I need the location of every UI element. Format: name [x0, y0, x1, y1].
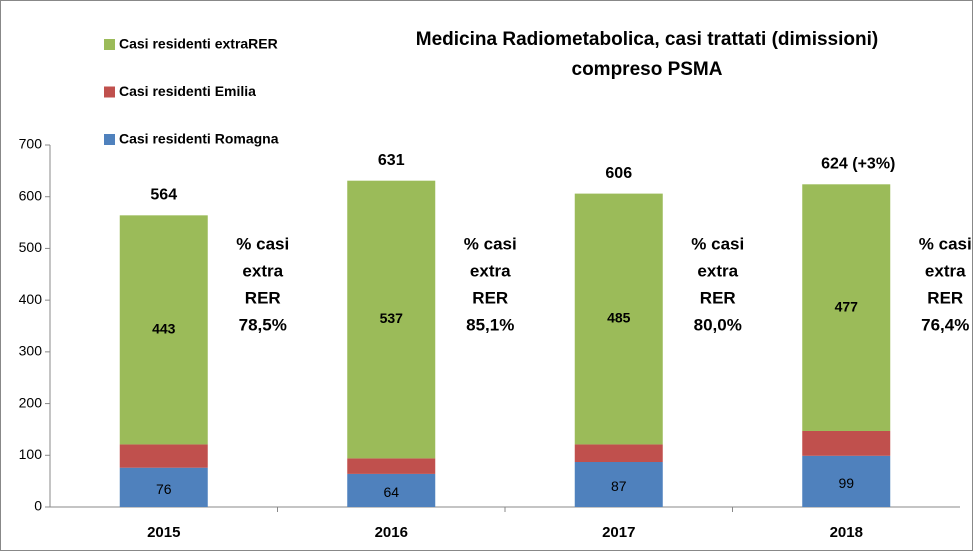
bar-segment: [802, 455, 891, 507]
bar-segment: [802, 430, 891, 456]
legend-swatch: [104, 39, 115, 50]
side-label: extra: [697, 261, 738, 280]
legend-swatch: [104, 86, 115, 98]
data-label: 87: [611, 478, 627, 494]
x-tick-label: 2017: [602, 524, 635, 541]
chart-title: compreso PSMA: [572, 59, 723, 80]
legend-label: Casi residenti Romagna: [119, 131, 279, 147]
bar-segment: [119, 467, 208, 507]
legend-label: Casi residenti Emilia: [119, 83, 256, 99]
bar-segment: [119, 444, 208, 468]
data-label: 485: [607, 310, 631, 326]
data-label: 537: [380, 310, 404, 326]
y-tick-label: 100: [19, 446, 43, 462]
y-tick-label: 300: [19, 343, 43, 359]
total-label: 564: [150, 187, 177, 204]
side-label: RER: [472, 288, 508, 307]
side-label: % casi: [236, 234, 289, 253]
side-label: 78,5%: [239, 315, 287, 334]
y-tick-label: 0: [34, 498, 42, 514]
side-label: 80,0%: [694, 315, 742, 334]
side-label: RER: [927, 288, 963, 307]
bar-segment: [574, 462, 663, 507]
side-label: % casi: [919, 234, 972, 253]
data-label: 477: [835, 298, 859, 314]
y-tick-label: 500: [19, 239, 43, 255]
y-tick-label: 600: [19, 187, 43, 203]
data-label: 443: [152, 321, 176, 337]
total-label: 606: [605, 165, 632, 182]
bar-segment: [347, 473, 436, 507]
legend-label: Casi residenti extraRER: [119, 36, 278, 52]
bar-segment: [574, 444, 663, 463]
total-label: 631: [378, 152, 405, 169]
data-label: 76: [156, 481, 172, 497]
bar-segment: [347, 458, 436, 474]
side-label: extra: [925, 261, 966, 280]
side-label: 85,1%: [466, 315, 514, 334]
side-label: 76,4%: [921, 315, 969, 334]
side-label: extra: [470, 261, 511, 280]
side-label: % casi: [464, 234, 517, 253]
bar-segment: [574, 193, 663, 445]
x-tick-label: 2016: [375, 524, 408, 541]
bar-segment: [119, 215, 208, 445]
side-label: RER: [700, 288, 736, 307]
y-tick-label: 400: [19, 291, 43, 307]
y-tick-label: 200: [19, 394, 43, 410]
x-tick-label: 2018: [830, 524, 863, 541]
x-tick-label: 2015: [147, 524, 180, 541]
total-label: 624 (+3%): [821, 156, 895, 173]
data-label: 64: [383, 484, 399, 500]
side-label: % casi: [691, 234, 744, 253]
bar-segment: [802, 184, 891, 431]
bar-segment: [347, 180, 436, 459]
side-label: RER: [245, 288, 281, 307]
chart-title: Medicina Radiometabolica, casi trattati …: [416, 29, 878, 50]
legend-swatch: [104, 134, 115, 145]
side-label: extra: [242, 261, 283, 280]
y-tick-label: 700: [19, 136, 43, 152]
data-label: 99: [838, 475, 854, 491]
